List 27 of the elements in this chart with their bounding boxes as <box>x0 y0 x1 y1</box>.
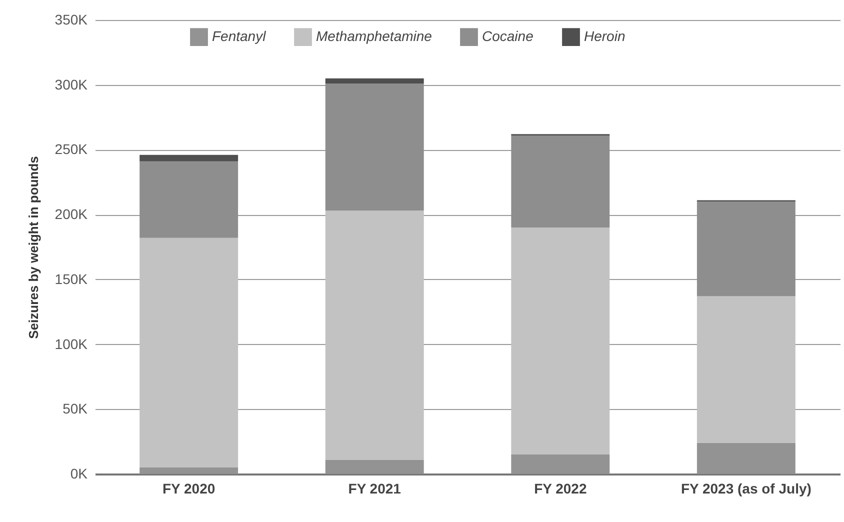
x-tick-label: FY 2023 (as of July) <box>680 480 812 496</box>
y-tick-label: 100K <box>54 336 88 352</box>
x-tick-label: FY 2020 <box>162 480 216 496</box>
legend-label: Heroin <box>584 28 626 44</box>
x-tick-label: FY 2022 <box>534 480 587 496</box>
y-axis-title: Seizures by weight in pounds <box>26 156 41 339</box>
bar <box>511 454 610 474</box>
bar <box>140 238 238 468</box>
y-tick-label: 300K <box>54 76 88 92</box>
y-tick-label: 0K <box>70 466 88 482</box>
bar <box>140 154 238 162</box>
x-tick-label: FY 2021 <box>348 480 402 496</box>
bar <box>696 296 796 443</box>
bar <box>696 442 796 474</box>
bar <box>511 228 610 455</box>
legend-label: Methamphetamine <box>316 28 432 44</box>
y-tick-label: 200K <box>54 206 88 222</box>
bar <box>325 78 424 84</box>
bar <box>325 210 424 460</box>
y-tick-label: 350K <box>54 12 88 28</box>
legend-label: Fentanyl <box>212 28 267 44</box>
bar <box>325 460 424 474</box>
y-tick-label: 150K <box>54 270 88 287</box>
y-tick-label: 50K <box>62 400 88 417</box>
y-tick-label: 250K <box>54 141 88 158</box>
legend-label: Cocaine <box>482 28 534 44</box>
bar <box>140 468 238 474</box>
